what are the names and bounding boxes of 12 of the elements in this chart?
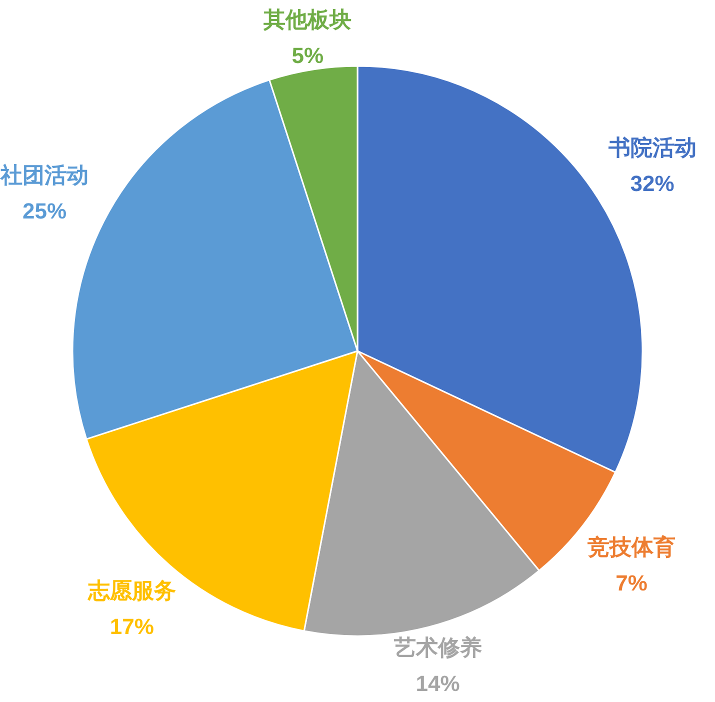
slice-label: 社团活动 bbox=[0, 162, 89, 188]
slice-label: 书院活动 bbox=[607, 134, 696, 160]
slice-label: 竞技体育 bbox=[586, 534, 676, 560]
data-label: 7% bbox=[616, 570, 648, 596]
slice-label: 志愿服务 bbox=[86, 578, 176, 603]
data-label: 14% bbox=[416, 670, 460, 696]
data-label: 17% bbox=[110, 614, 154, 639]
slice-label: 艺术修养 bbox=[392, 634, 482, 660]
data-label: 5% bbox=[292, 43, 324, 68]
data-label: 32% bbox=[630, 170, 674, 196]
data-label: 25% bbox=[22, 198, 67, 224]
slice-label: 其他板块 bbox=[262, 7, 352, 32]
